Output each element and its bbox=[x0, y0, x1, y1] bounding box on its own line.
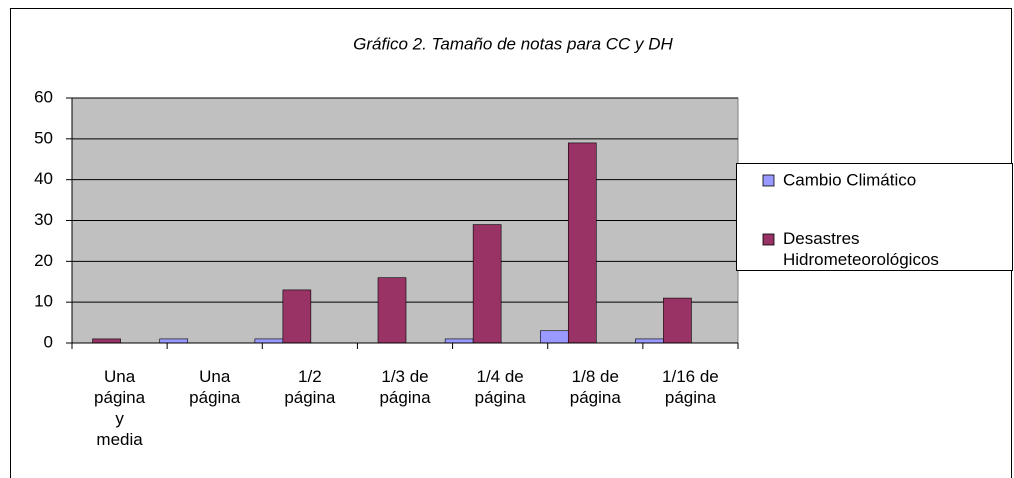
y-tick-label: 40 bbox=[34, 169, 53, 188]
x-tick-label: Una página bbox=[189, 367, 241, 407]
bar bbox=[567, 142, 597, 344]
legend-label: Desastres Hidrometeorológicos bbox=[783, 229, 939, 269]
bar bbox=[635, 338, 664, 344]
x-tick-label: 1/3 de página bbox=[379, 367, 431, 407]
bar bbox=[92, 338, 121, 344]
x-tick-label: 1/2 página bbox=[284, 367, 336, 407]
y-tick-label: 60 bbox=[34, 87, 53, 106]
x-tick-label: 1/8 de página bbox=[570, 367, 622, 407]
y-tick-label: 10 bbox=[34, 292, 53, 311]
x-tick-label: 1/16 de página bbox=[662, 367, 719, 407]
legend-box bbox=[736, 163, 1013, 271]
bar bbox=[159, 338, 189, 344]
chart-title: Gráfico 2. Tamaño de notas para CC y DH bbox=[353, 34, 673, 53]
bar bbox=[254, 338, 284, 344]
bar bbox=[282, 289, 312, 344]
bar bbox=[472, 224, 502, 344]
bar bbox=[663, 297, 692, 344]
bar bbox=[377, 277, 407, 344]
bar bbox=[444, 338, 474, 344]
x-tick-label: 1/4 de página bbox=[475, 367, 527, 407]
bar bbox=[539, 330, 569, 344]
legend-swatch bbox=[762, 174, 775, 187]
y-tick-label: 50 bbox=[34, 128, 53, 147]
y-tick-label: 30 bbox=[34, 210, 53, 229]
y-tick-label: 20 bbox=[34, 251, 53, 270]
x-tick-label: Una página y media bbox=[94, 367, 146, 449]
y-tick-label: 0 bbox=[44, 332, 53, 351]
legend-label: Cambio Climático bbox=[783, 170, 916, 189]
legend-swatch bbox=[762, 233, 775, 246]
